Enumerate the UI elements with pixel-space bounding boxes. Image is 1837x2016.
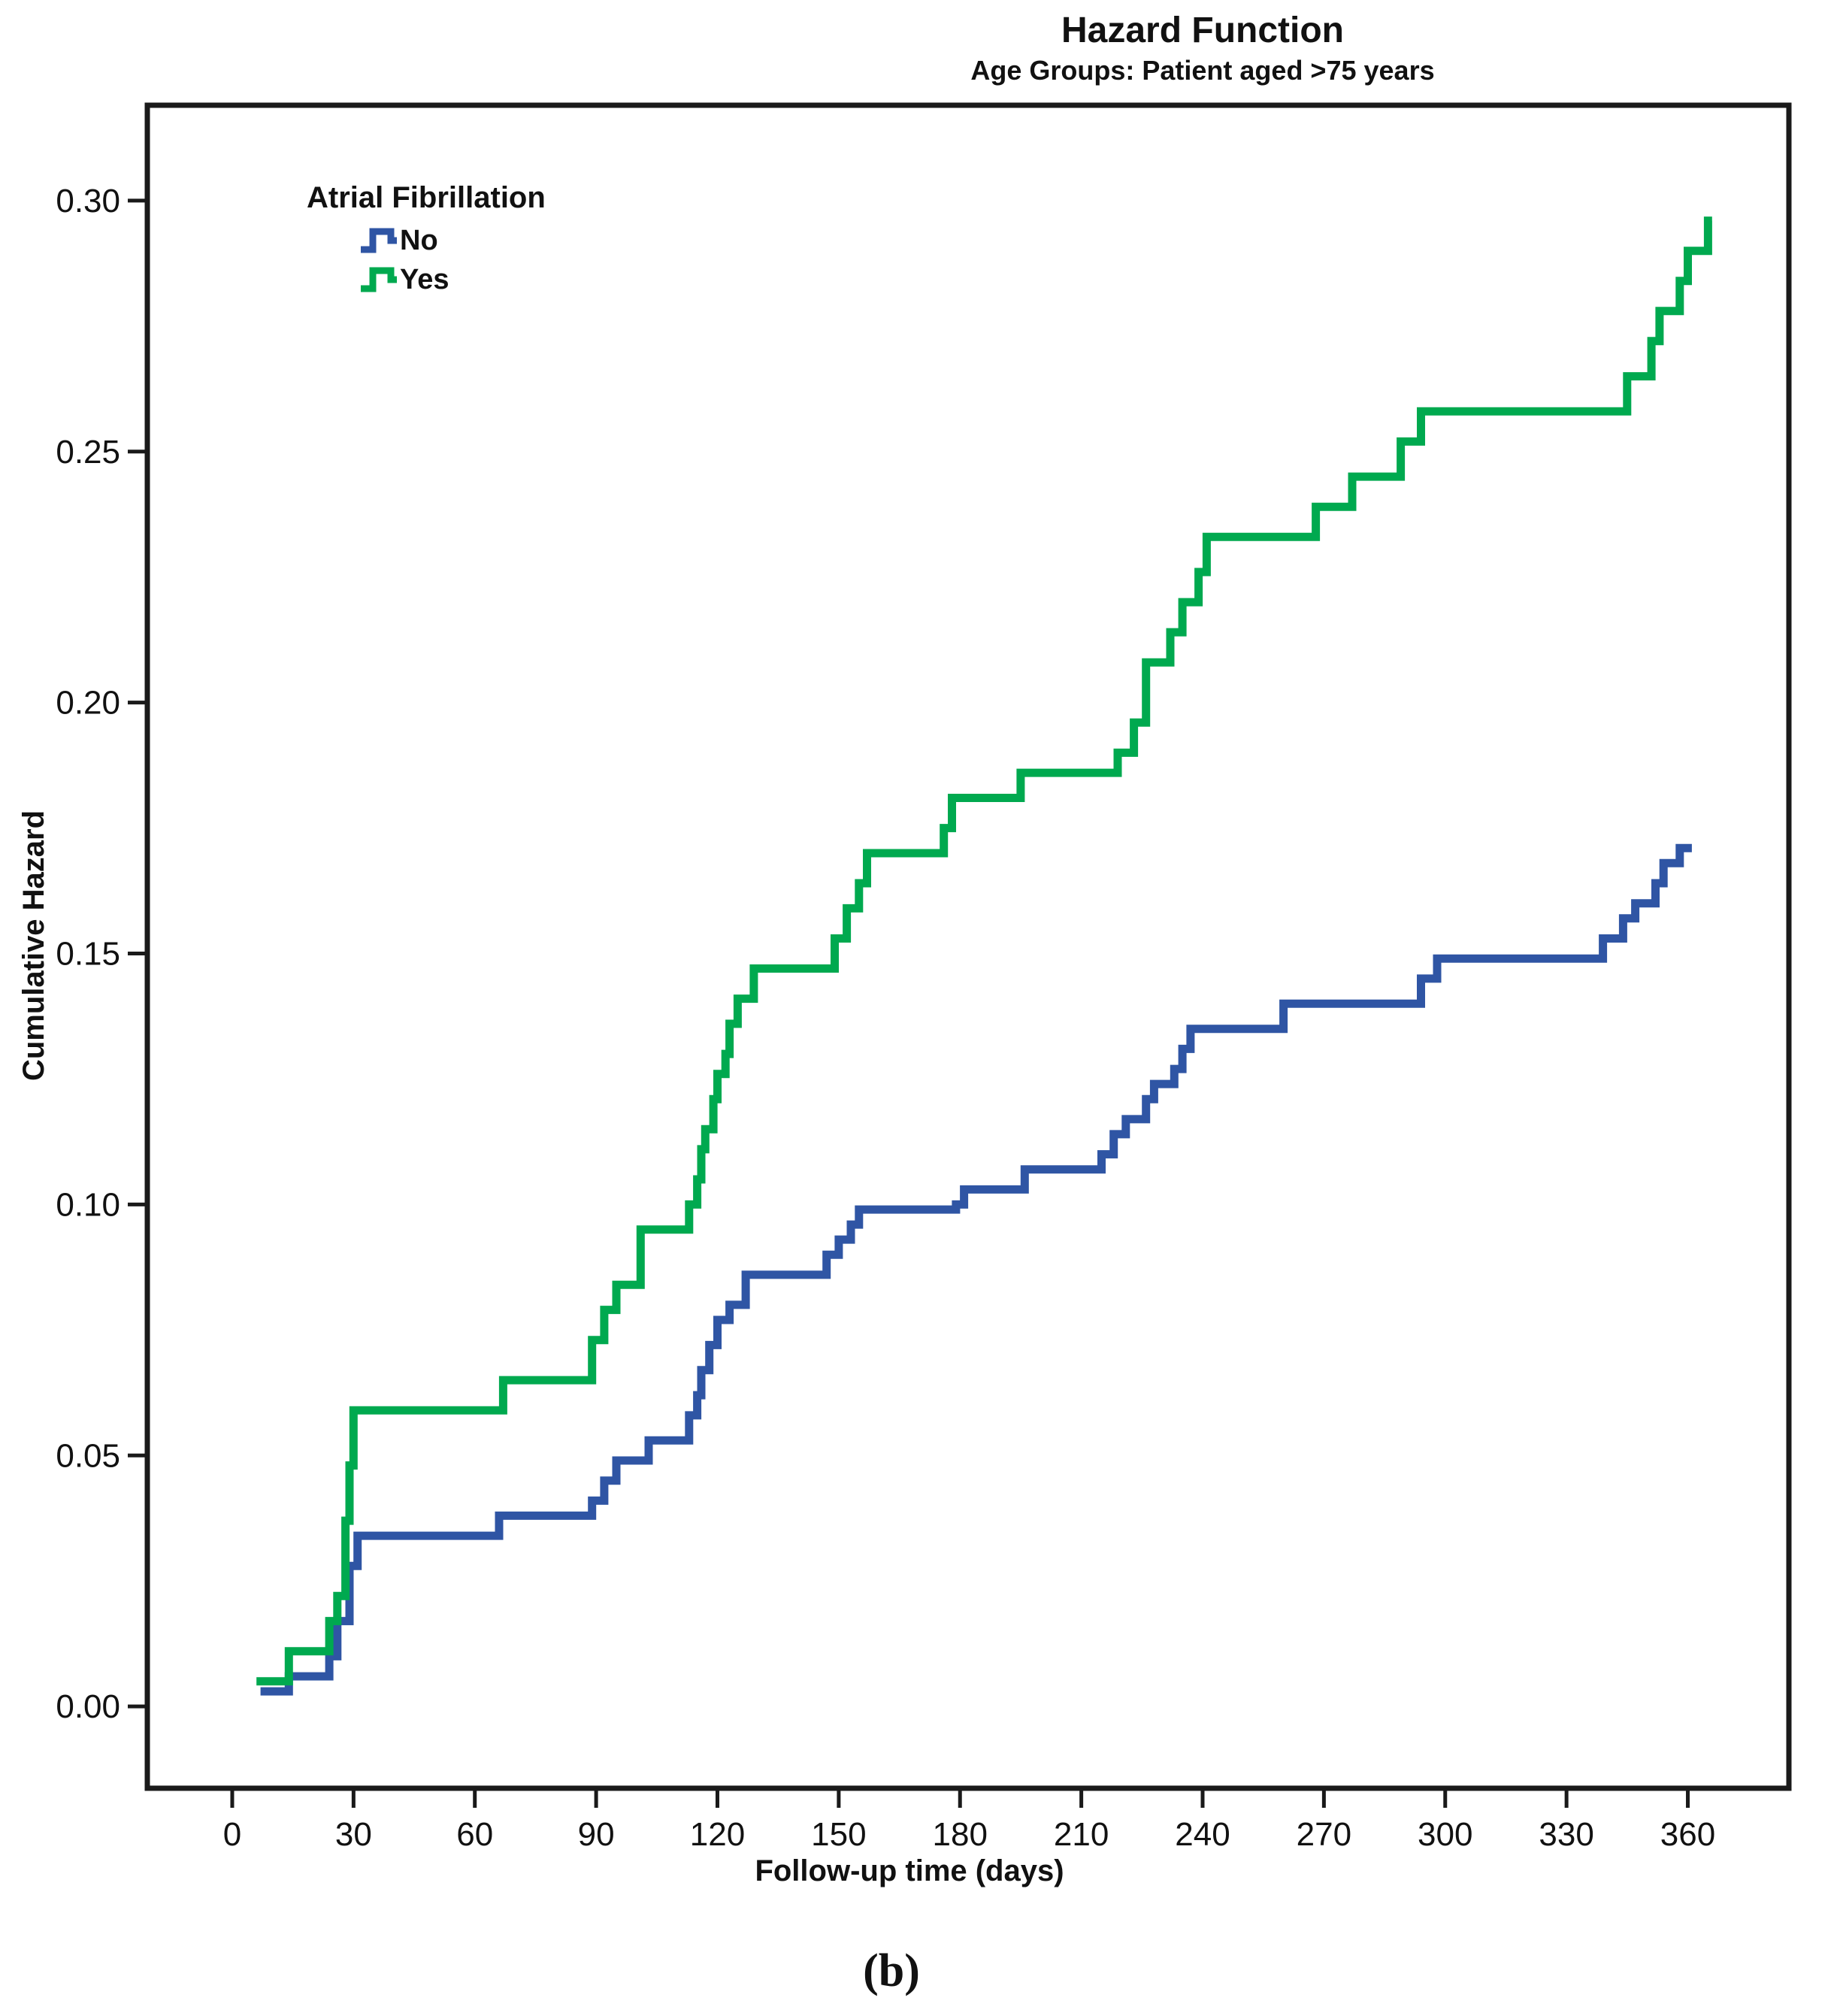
x-axis-ticks: 0 30 60 90 120 150 180 210 240 270 300 330 360	[223, 1788, 1715, 1853]
y-tick-label: 0.15	[56, 936, 120, 973]
x-tick-label: 90	[578, 1816, 615, 1853]
x-tick-label: 330	[1539, 1816, 1593, 1853]
x-tick-label: 60	[456, 1816, 493, 1853]
legend-title: Atrial Fibrillation	[307, 181, 546, 214]
x-tick-label: 360	[1660, 1816, 1715, 1853]
y-axis-ticks: 0.00 0.05 0.10 0.15 0.20 0.25 0.30	[56, 183, 147, 1725]
y-tick-label: 0.10	[56, 1186, 120, 1223]
series-lines	[256, 216, 1712, 1696]
x-tick-label: 150	[811, 1816, 866, 1853]
y-tick-label: 0.05	[56, 1437, 120, 1474]
legend: Atrial Fibrillation No Yes	[307, 181, 546, 295]
plot-area-border	[144, 102, 1792, 1791]
y-tick-label: 0.00	[56, 1688, 120, 1725]
x-axis-title: Follow-up time (days)	[755, 1854, 1064, 1887]
legend-items: No Yes	[361, 225, 449, 295]
chart-subtitle: Age Groups: Patient aged >75 years	[970, 55, 1434, 86]
y-axis-title: Cumulative Hazard	[17, 810, 50, 1081]
series-path-no	[260, 843, 1692, 1696]
chart-title: Hazard Function	[1061, 11, 1344, 50]
series-path-yes	[256, 216, 1712, 1686]
x-tick-label: 240	[1175, 1816, 1230, 1853]
x-tick-label: 300	[1418, 1816, 1472, 1853]
figure-caption: (b)	[863, 1945, 920, 1996]
legend-item: No	[361, 225, 438, 256]
x-tick-label: 210	[1054, 1816, 1109, 1853]
x-tick-label: 30	[335, 1816, 372, 1853]
legend-item-label: Yes	[400, 264, 449, 295]
x-tick-label: 0	[223, 1816, 241, 1853]
legend-step-glyph	[361, 228, 397, 253]
y-tick-label: 0.30	[56, 183, 120, 219]
y-tick-label: 0.25	[56, 434, 120, 471]
x-tick-label: 180	[933, 1816, 988, 1853]
legend-item: Yes	[361, 264, 449, 295]
x-tick-label: 270	[1297, 1816, 1351, 1853]
y-tick-label: 0.20	[56, 685, 120, 722]
x-tick-label: 120	[690, 1816, 745, 1853]
legend-item-label: No	[400, 225, 438, 256]
legend-step-glyph	[361, 267, 397, 292]
